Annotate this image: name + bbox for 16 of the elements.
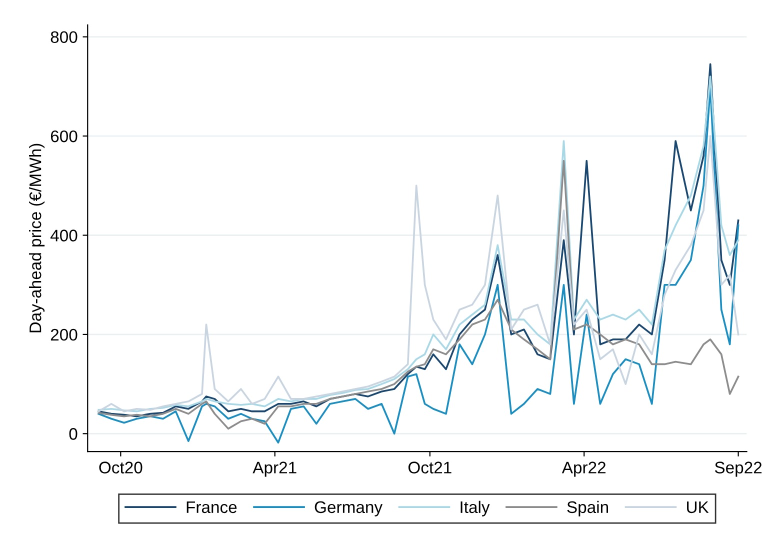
- x-tick-label: Oct21: [408, 462, 452, 474]
- x-tick-label: Apr21: [252, 462, 296, 477]
- y-tick-label: 400: [50, 230, 78, 242]
- y-tick-label: 200: [50, 328, 78, 341]
- legend-label: Spain: [567, 500, 608, 516]
- x-tick-label: Oct20: [99, 462, 142, 474]
- y-tick-label: 0: [69, 428, 78, 440]
- x-tick-label: Sep22: [714, 462, 762, 477]
- legend-label: Germany: [314, 501, 383, 516]
- legend-label: France: [186, 501, 237, 514]
- legend-label: UK: [687, 501, 709, 514]
- y-tick-label: 600: [50, 130, 78, 142]
- legend-label: Italy: [460, 500, 490, 516]
- y-tick-label: 800: [50, 31, 78, 44]
- y-axis-title: Day-ahead price (€/MWh): [29, 144, 45, 332]
- x-tick-label: Apr22: [562, 462, 606, 477]
